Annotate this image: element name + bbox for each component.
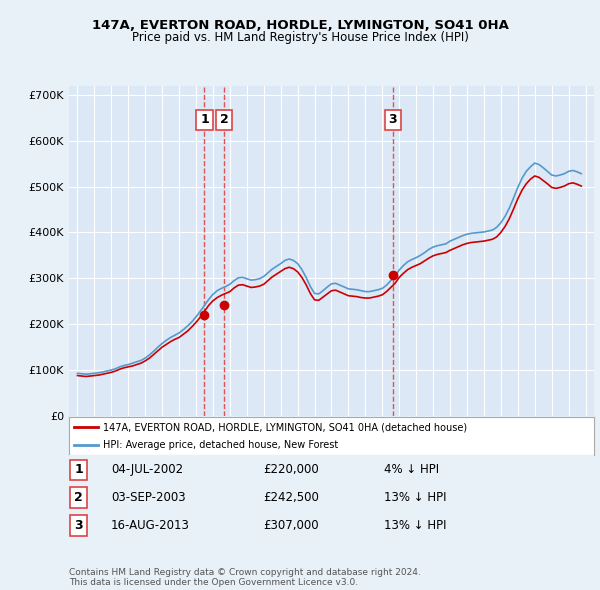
Text: £307,000: £307,000	[263, 519, 319, 532]
Text: HPI: Average price, detached house, New Forest: HPI: Average price, detached house, New …	[103, 440, 338, 450]
Text: Price paid vs. HM Land Registry's House Price Index (HPI): Price paid vs. HM Land Registry's House …	[131, 31, 469, 44]
Text: Contains HM Land Registry data © Crown copyright and database right 2024.
This d: Contains HM Land Registry data © Crown c…	[69, 568, 421, 587]
Text: 2: 2	[74, 491, 83, 504]
Text: 04-JUL-2002: 04-JUL-2002	[111, 463, 183, 476]
Text: 3: 3	[74, 519, 83, 532]
Text: 4% ↓ HPI: 4% ↓ HPI	[384, 463, 439, 476]
Text: 13% ↓ HPI: 13% ↓ HPI	[384, 491, 446, 504]
Text: 147A, EVERTON ROAD, HORDLE, LYMINGTON, SO41 0HA (detached house): 147A, EVERTON ROAD, HORDLE, LYMINGTON, S…	[103, 422, 467, 432]
Text: £242,500: £242,500	[263, 491, 319, 504]
Text: 147A, EVERTON ROAD, HORDLE, LYMINGTON, SO41 0HA: 147A, EVERTON ROAD, HORDLE, LYMINGTON, S…	[92, 19, 508, 32]
Text: 2: 2	[220, 113, 229, 126]
Text: £220,000: £220,000	[263, 463, 319, 476]
Text: 1: 1	[74, 463, 83, 476]
Text: 1: 1	[200, 113, 209, 126]
Text: 16-AUG-2013: 16-AUG-2013	[111, 519, 190, 532]
Text: 03-SEP-2003: 03-SEP-2003	[111, 491, 185, 504]
Text: 13% ↓ HPI: 13% ↓ HPI	[384, 519, 446, 532]
Text: 3: 3	[388, 113, 397, 126]
